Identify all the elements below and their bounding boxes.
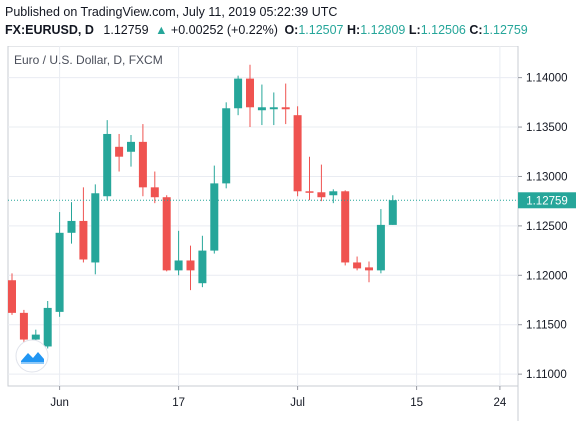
candle-body[interactable] (317, 192, 326, 198)
candlestick-chart[interactable]: 1.12759 1.11000 1.11500 1.12000 1.12500 1.13… (0, 46, 585, 421)
candle-body[interactable] (162, 197, 171, 271)
y-tick-label: 1.13000 (526, 171, 568, 183)
close-value: 1.12759 (482, 23, 528, 37)
candle-body[interactable] (186, 260, 195, 271)
y-tick-label: 1.11500 (526, 320, 567, 332)
chart-frame[interactable]: 1.12759 1.11000 1.11500 1.12000 1.12500 1.13… (0, 46, 585, 421)
candle-body[interactable] (234, 78, 243, 109)
candle-body[interactable] (67, 220, 76, 233)
candle-body[interactable] (79, 220, 88, 260)
y-tick-label: 1.12500 (526, 221, 568, 233)
candle-body[interactable] (198, 250, 207, 284)
candle-body[interactable] (222, 108, 231, 184)
last-price-tag-label: 1.12759 (526, 195, 568, 207)
candle-body[interactable] (281, 107, 290, 110)
x-tick-label: Jun (50, 397, 69, 409)
quote-line: FX:EURUSD, D 1.12759 ▲ +0.00252 (+0.22%)… (5, 23, 528, 37)
y-tick-label: 1.13500 (526, 122, 568, 134)
symbol-label[interactable]: FX:EURUSD, D (5, 23, 94, 37)
candle-body[interactable] (246, 78, 254, 108)
last-price: 1.12759 (103, 23, 149, 37)
candle-body[interactable] (8, 280, 16, 313)
candle-body[interactable] (293, 115, 302, 192)
candle-body[interactable] (31, 334, 40, 340)
candle-body[interactable] (329, 191, 338, 196)
x-tick-label: Jul (290, 397, 305, 409)
candle-body[interactable] (91, 193, 100, 263)
candle-body[interactable] (150, 187, 159, 198)
open-value: 1.12507 (298, 23, 344, 37)
high-value: 1.12809 (360, 23, 406, 37)
change-value: +0.00252 (+0.22%) (170, 23, 278, 37)
up-arrow-icon: ▲ (155, 23, 168, 37)
y-tick-label: 1.11000 (526, 369, 567, 381)
chart-header: Published on TradingView.com, July 11, 2… (0, 0, 585, 46)
high-label: H: (347, 23, 361, 37)
published-line: Published on TradingView.com, July 11, 2… (5, 5, 338, 19)
candle-body[interactable] (388, 200, 397, 225)
candle-body[interactable] (376, 224, 385, 271)
candle-body[interactable] (138, 141, 147, 188)
candle-body[interactable] (55, 232, 64, 312)
x-tick-label: 24 (494, 397, 507, 409)
candle-body[interactable] (127, 141, 135, 152)
low-value: 1.12506 (420, 23, 466, 37)
close-label: C: (469, 23, 483, 37)
plot-area[interactable] (7, 46, 519, 387)
candle-body[interactable] (353, 262, 362, 269)
candle-body[interactable] (269, 107, 278, 110)
candle-body[interactable] (210, 183, 219, 251)
last-price-tag (518, 192, 576, 209)
candle-body[interactable] (19, 312, 28, 340)
x-tick-label: 17 (172, 397, 185, 409)
y-tick-label: 1.14000 (526, 73, 568, 85)
x-tick-label: 15 (410, 397, 423, 409)
tradingview-logo-icon[interactable] (15, 339, 49, 373)
candle-body[interactable] (103, 133, 112, 197)
candle-body[interactable] (305, 191, 314, 193)
chart-legend-title: Euro / U.S. Dollar, D, FXCM (14, 53, 163, 67)
candle-body[interactable] (174, 260, 183, 271)
low-label: L: (408, 23, 421, 37)
candle-body[interactable] (115, 146, 124, 157)
open-label: O: (284, 23, 299, 37)
candle-body[interactable] (257, 107, 266, 111)
candle-body[interactable] (365, 267, 373, 271)
candle-body[interactable] (43, 307, 52, 347)
y-tick-label: 1.12000 (526, 270, 568, 282)
candle-body[interactable] (341, 191, 350, 263)
